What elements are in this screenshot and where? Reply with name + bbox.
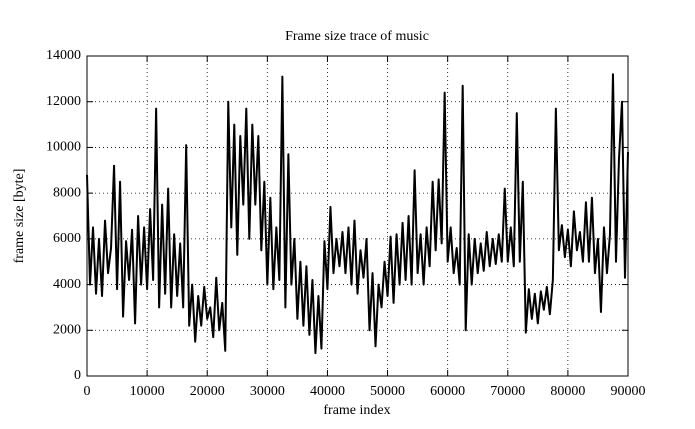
chart-title: Frame size trace of music — [285, 29, 429, 44]
y-axis-label: frame size [byte] — [12, 169, 27, 264]
y-tick-label: 4000 — [53, 277, 81, 292]
y-tick-label: 6000 — [53, 231, 81, 246]
plot-frame — [86, 55, 629, 377]
x-tick-label: 30000 — [250, 384, 285, 399]
x-tick-label: 40000 — [310, 384, 345, 399]
data-line — [86, 73, 629, 355]
y-tick-label: 2000 — [53, 323, 81, 338]
x-tick-label: 80000 — [550, 384, 585, 399]
x-axis-label: frame index — [323, 403, 390, 418]
x-tick-label: 0 — [84, 384, 91, 399]
y-tick-label: 0 — [74, 368, 81, 383]
x-tick-label: 50000 — [370, 384, 405, 399]
x-tick-label: 70000 — [490, 384, 525, 399]
y-tick-label: 10000 — [46, 140, 81, 155]
x-tick-label: 20000 — [190, 384, 225, 399]
y-tick-label: 12000 — [46, 94, 81, 109]
y-tick-label: 8000 — [53, 185, 81, 200]
x-tick-label: 60000 — [430, 384, 465, 399]
x-tick-label: 90000 — [611, 384, 646, 399]
y-tick-label: 14000 — [46, 48, 81, 63]
x-tick-label: 10000 — [130, 384, 165, 399]
